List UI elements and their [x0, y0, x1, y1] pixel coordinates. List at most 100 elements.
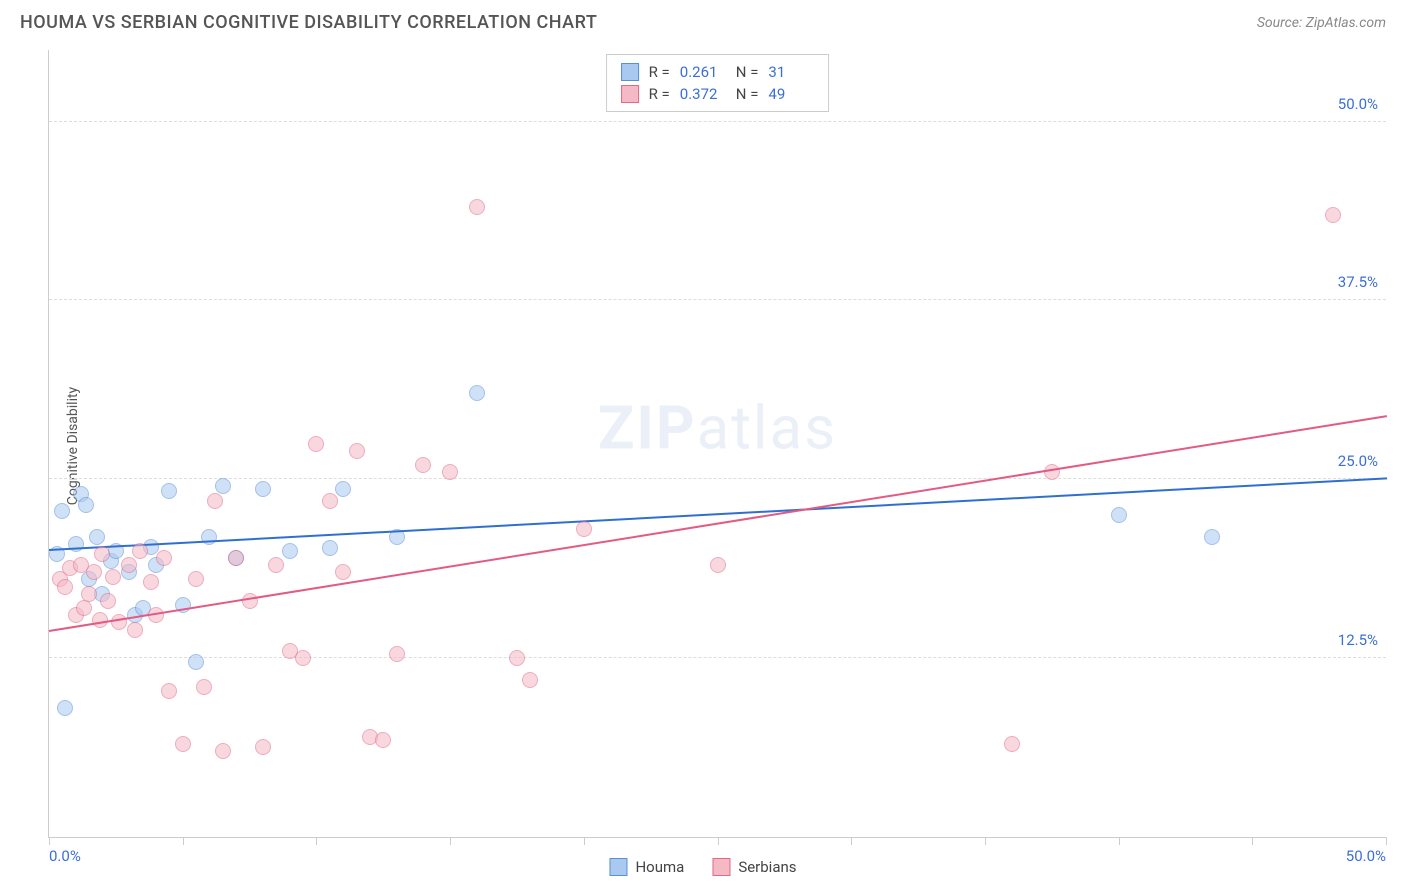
source-attribution: Source: ZipAtlas.com [1257, 15, 1386, 31]
data-point [188, 654, 204, 670]
data-point [89, 529, 105, 545]
data-point [121, 557, 137, 573]
x-tick [584, 837, 585, 845]
data-point [196, 679, 212, 695]
data-point [308, 436, 324, 452]
data-point [375, 732, 391, 748]
data-point [576, 521, 592, 537]
x-tick [450, 837, 451, 845]
data-point [54, 503, 70, 519]
data-point [175, 736, 191, 752]
data-point [335, 564, 351, 580]
gridline-h [49, 299, 1386, 300]
data-point [255, 739, 271, 755]
data-point [76, 600, 92, 616]
data-point [268, 557, 284, 573]
x-tick [985, 837, 986, 845]
data-point [389, 646, 405, 662]
y-tick-label: 25.0% [1338, 452, 1378, 470]
data-point [228, 550, 244, 566]
data-point [57, 579, 73, 595]
data-point [188, 571, 204, 587]
data-point [100, 593, 116, 609]
data-point [92, 612, 108, 628]
legend: Houma Serbians [609, 858, 796, 876]
data-point [1044, 464, 1060, 480]
data-point [522, 672, 538, 688]
data-point [1004, 736, 1020, 752]
correlation-stats-box: R = 0.261 N = 31 R = 0.372 N = 49 [606, 54, 830, 112]
data-point [94, 546, 110, 562]
stat-n-value: 49 [768, 83, 814, 105]
watermark: ZIPatlas [598, 392, 837, 463]
data-point [78, 497, 94, 513]
y-tick-label: 50.0% [1338, 95, 1378, 113]
legend-swatch [712, 858, 730, 876]
data-point [1111, 507, 1127, 523]
data-point [442, 464, 458, 480]
stat-n-value: 31 [768, 61, 814, 83]
stats-row: R = 0.261 N = 31 [621, 61, 815, 83]
stat-n-label: N = [736, 83, 759, 105]
series-swatch [621, 63, 639, 81]
data-point [282, 543, 298, 559]
y-tick-label: 12.5% [1338, 631, 1378, 649]
stat-r-label: R = [649, 61, 670, 83]
data-point [143, 574, 159, 590]
trend-line [49, 477, 1387, 551]
y-tick-label: 37.5% [1338, 273, 1378, 291]
data-point [1204, 529, 1220, 545]
legend-item: Houma [609, 858, 684, 876]
x-tick-label: 0.0% [49, 847, 81, 865]
x-tick [49, 837, 50, 845]
data-point [132, 543, 148, 559]
data-point [335, 481, 351, 497]
stat-r-value: 0.372 [680, 83, 726, 105]
stat-r-value: 0.261 [680, 61, 726, 83]
legend-item: Serbians [712, 858, 796, 876]
data-point [349, 443, 365, 459]
x-tick [1386, 837, 1387, 845]
data-point [415, 457, 431, 473]
data-point [242, 593, 258, 609]
data-point [322, 540, 338, 556]
stats-row: R = 0.372 N = 49 [621, 83, 815, 105]
gridline-h [49, 121, 1386, 122]
watermark-rest: atlas [697, 392, 837, 463]
data-point [57, 700, 73, 716]
x-tick [183, 837, 184, 845]
data-point [295, 650, 311, 666]
data-point [81, 586, 97, 602]
legend-label: Serbians [738, 858, 796, 876]
data-point [710, 557, 726, 573]
legend-label: Houma [635, 858, 684, 876]
data-point [215, 743, 231, 759]
data-point [161, 683, 177, 699]
legend-swatch [609, 858, 627, 876]
data-point [105, 569, 121, 585]
gridline-h [49, 478, 1386, 479]
data-point [161, 483, 177, 499]
watermark-bold: ZIP [598, 392, 697, 463]
chart-title: HOUMA VS SERBIAN COGNITIVE DISABILITY CO… [20, 12, 597, 33]
stat-r-label: R = [649, 83, 670, 105]
stat-n-label: N = [736, 61, 759, 83]
x-tick [1252, 837, 1253, 845]
data-point [127, 622, 143, 638]
series-swatch [621, 85, 639, 103]
x-tick [1119, 837, 1120, 845]
data-point [255, 481, 271, 497]
data-point [215, 478, 231, 494]
data-point [322, 493, 338, 509]
data-point [509, 650, 525, 666]
data-point [469, 199, 485, 215]
data-point [1325, 207, 1341, 223]
gridline-h [49, 657, 1386, 658]
data-point [207, 493, 223, 509]
x-tick [316, 837, 317, 845]
data-point [469, 385, 485, 401]
x-tick [718, 837, 719, 845]
scatter-chart: ZIPatlas R = 0.261 N = 31 R = 0.372 N = 49 12.5… [48, 50, 1386, 838]
x-tick [851, 837, 852, 845]
data-point [86, 564, 102, 580]
